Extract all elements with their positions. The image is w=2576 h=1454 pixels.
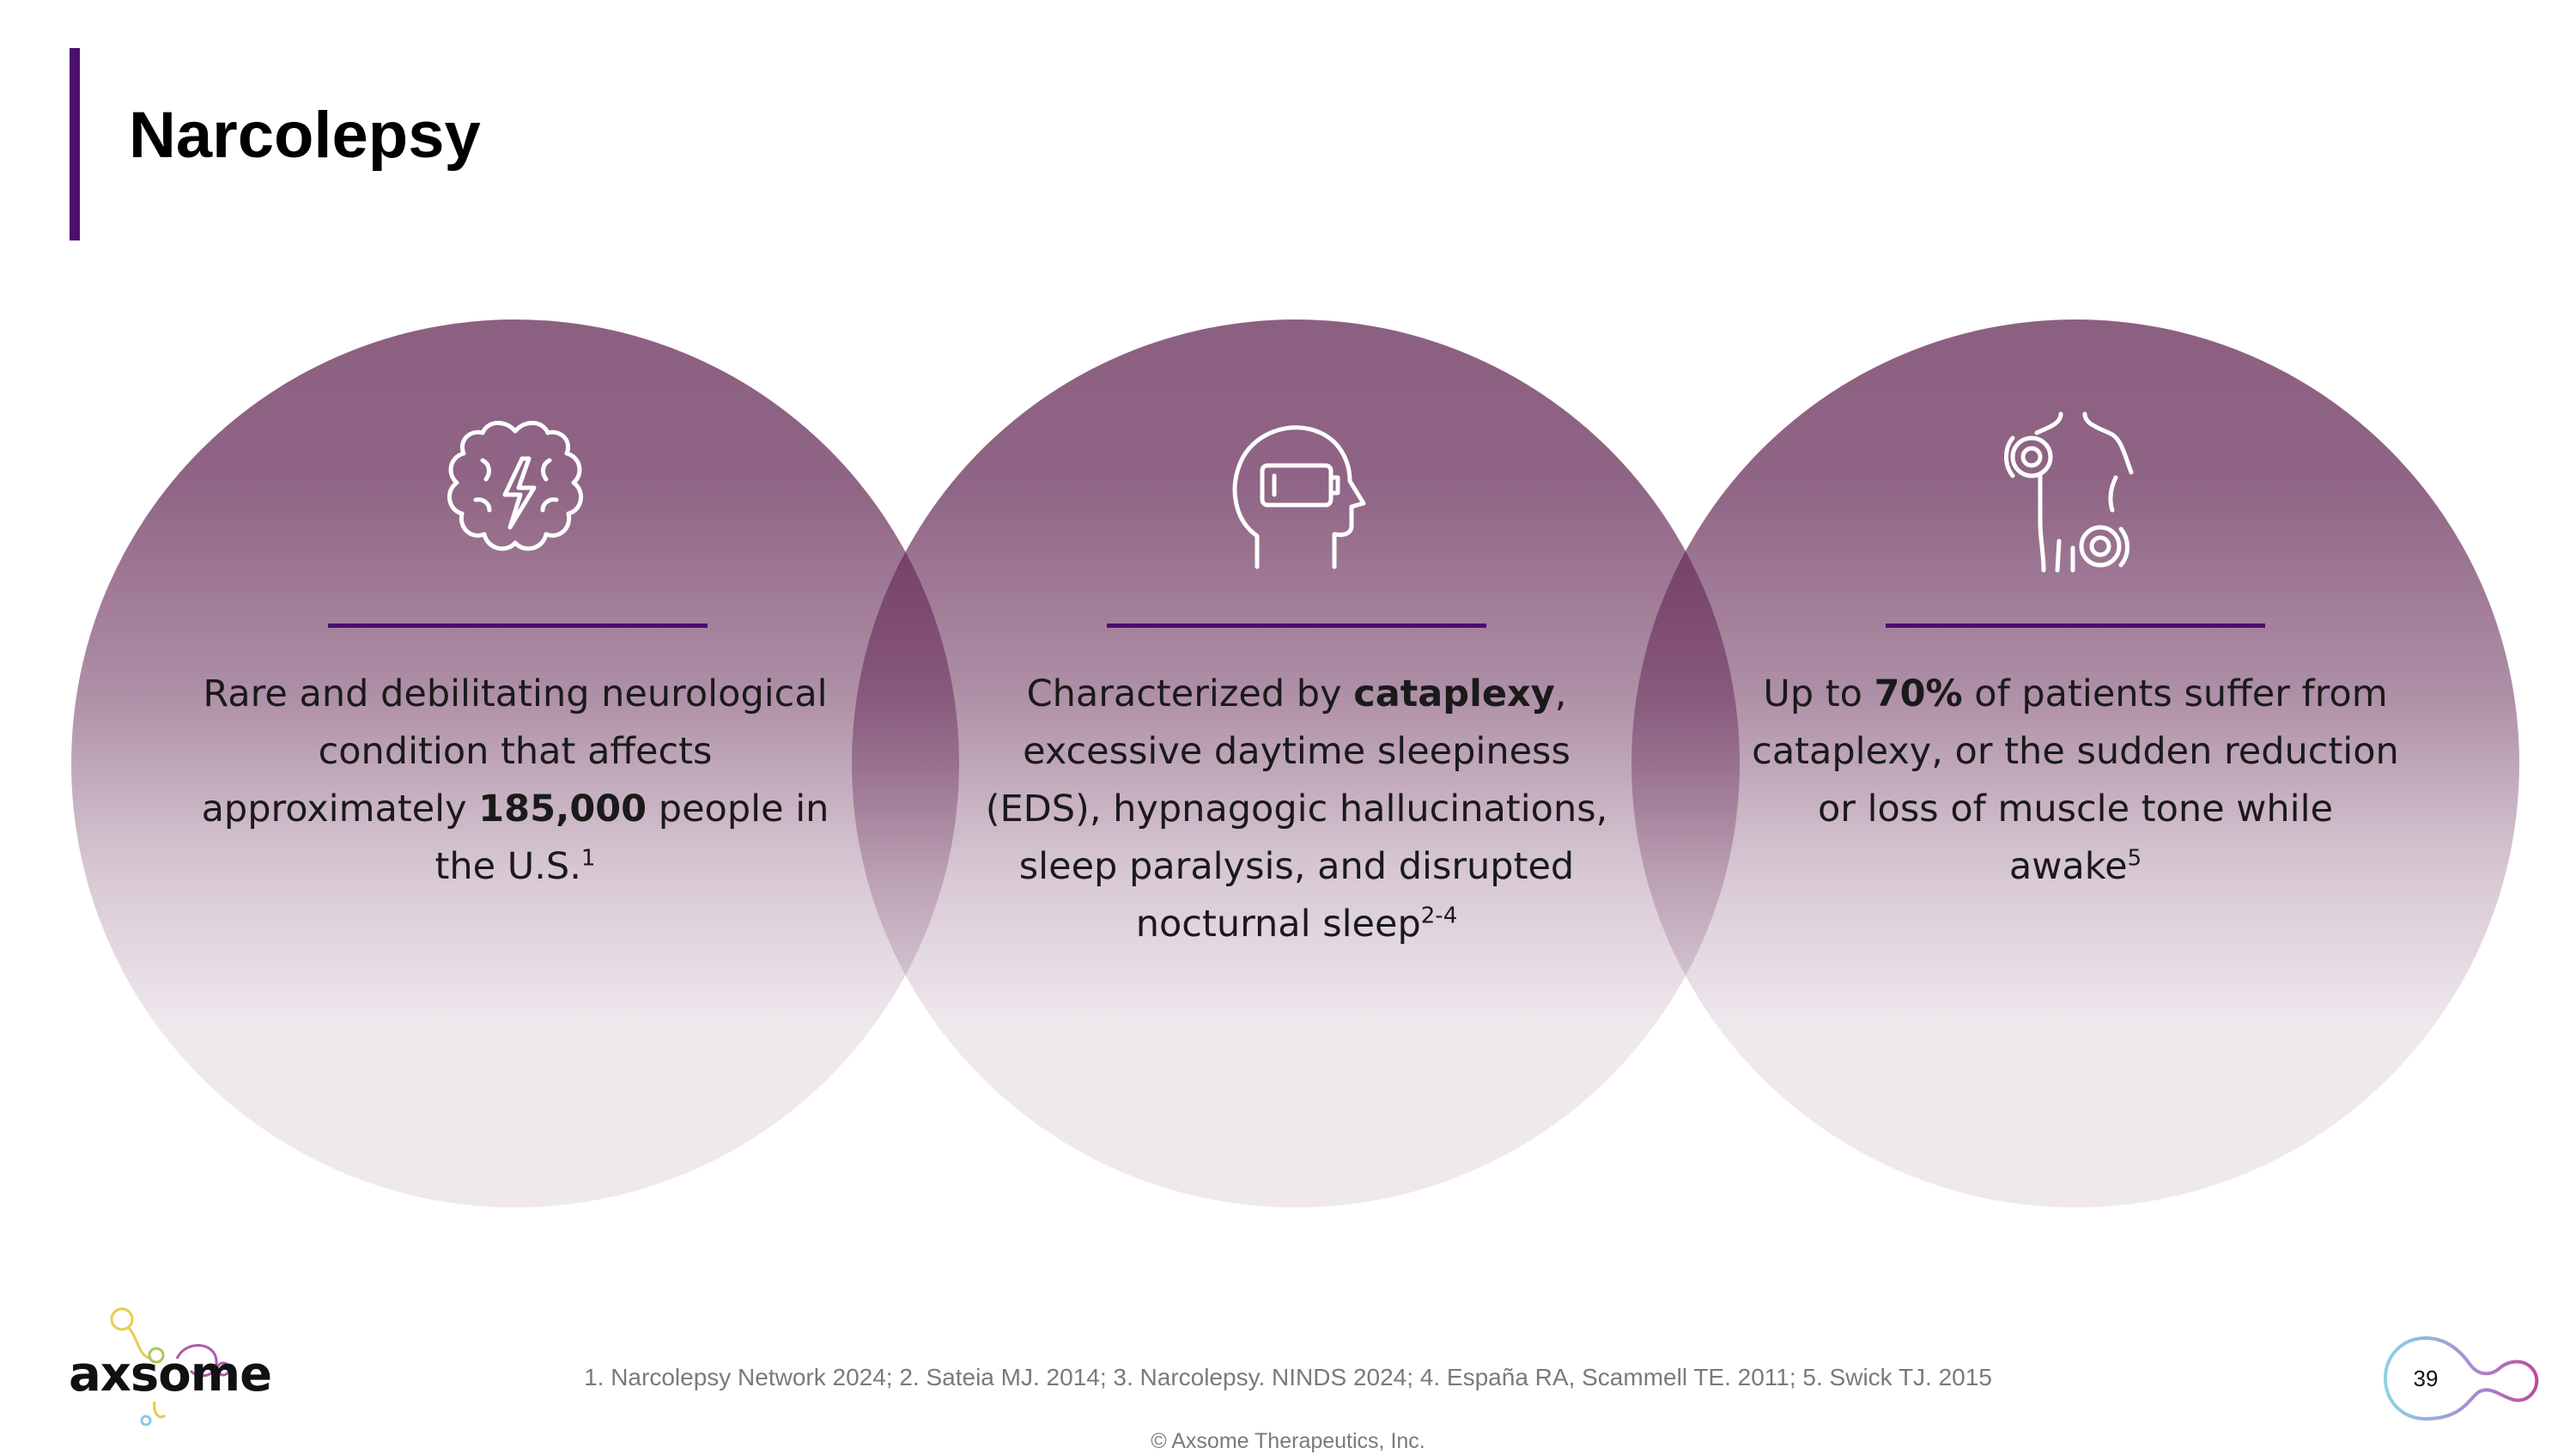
panel-text-1-highlight: 185,000: [478, 788, 647, 830]
panel-text-3-post: of patients suffer from cataplexy, or th…: [1752, 672, 2399, 888]
panel-text-1-footnote: 1: [580, 845, 596, 872]
axsome-logo-mark-icon: [110, 1307, 231, 1426]
axsome-logo-text: axsome: [69, 1347, 272, 1402]
panel-circle-1: [71, 319, 959, 1208]
title-accent-bar: [70, 48, 80, 240]
panel-divider-1: [328, 624, 708, 628]
panel-divider-2: [1107, 624, 1486, 628]
panel-circle-3: [1631, 319, 2519, 1208]
panel-text-2: Characterized by cataplexy, excessive da…: [970, 666, 1623, 953]
copyright: © Axsome Therapeutics, Inc.: [1151, 1429, 1425, 1453]
panel-divider-3: [1886, 624, 2265, 628]
panel-text-2-footnote: 2-4: [1420, 903, 1458, 929]
panel-text-1: Rare and debilitating neurological condi…: [189, 666, 841, 896]
panel-text-1-post: people in the U.S.: [434, 788, 829, 888]
panel-text-2-post: , excessive daytime sleepiness (EDS), hy…: [985, 672, 1608, 946]
panel-text-1-pre: Rare and debilitating neurological condi…: [201, 672, 828, 830]
body-muscle-pain-icon: [2004, 411, 2134, 573]
panel-text-2-highlight: cataplexy: [1353, 672, 1555, 715]
head-low-battery-icon: [1232, 425, 1366, 569]
page-number: 39: [2413, 1366, 2439, 1391]
page-title: Narcolepsy: [129, 99, 481, 172]
panel-text-3-highlight: 70%: [1874, 672, 1963, 715]
references: 1. Narcolepsy Network 2024; 2. Sateia MJ…: [584, 1364, 1992, 1390]
panel-text-2-pre: Characterized by: [1026, 672, 1354, 715]
panel-text-3: Up to 70% of patients suffer from catapl…: [1749, 666, 2402, 896]
panel-text-3-footnote: 5: [2127, 845, 2142, 872]
brain-lightning-icon: [447, 421, 583, 551]
page-number-badge-icon: [2383, 1335, 2539, 1421]
panel-text-3-pre: Up to: [1763, 672, 1874, 715]
